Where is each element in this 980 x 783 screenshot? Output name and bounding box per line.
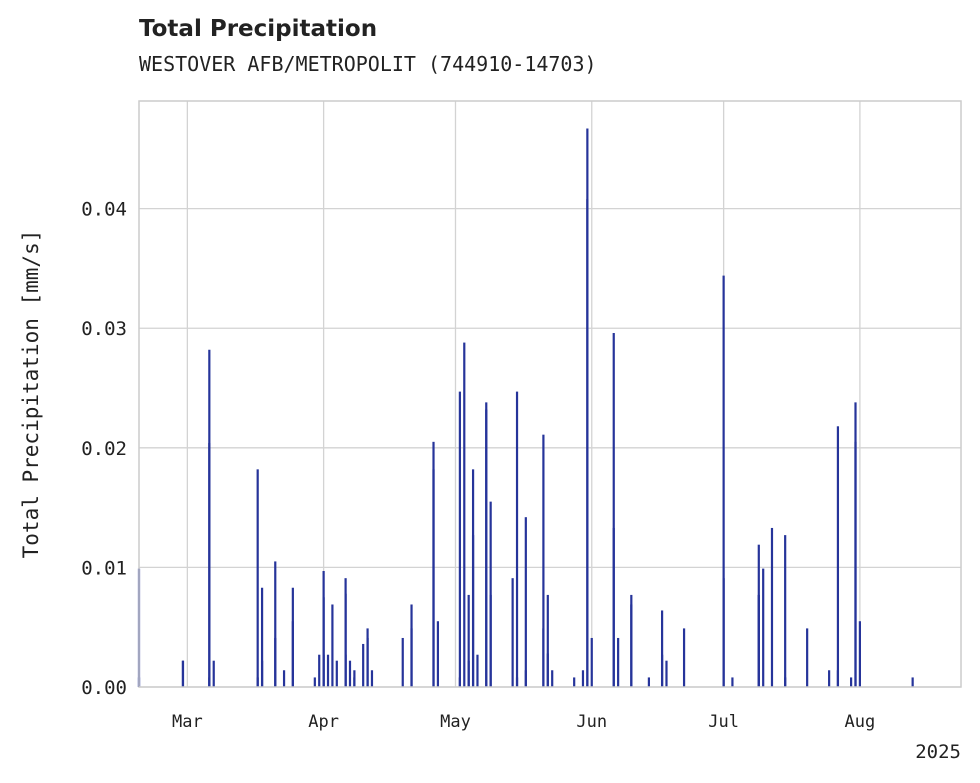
precipitation-bar <box>586 128 589 688</box>
precipitation-bar <box>524 670 527 687</box>
precipitation-bar <box>590 637 593 687</box>
y-tick-label: 0.03 <box>81 318 127 340</box>
precipitation-bar <box>322 570 325 687</box>
x-tick-label: May <box>440 712 471 732</box>
precipitation-bar <box>546 653 549 687</box>
precipitation-bar <box>362 643 365 687</box>
precipitation-bar <box>770 527 774 687</box>
precipitation-bar <box>682 628 686 687</box>
precipitation-bar <box>784 677 787 687</box>
precipitation-bar <box>515 677 519 687</box>
precipitation-bar <box>573 677 576 687</box>
precipitation-bar <box>828 670 831 687</box>
precipitation-bar <box>313 677 316 687</box>
precipitation-bar <box>854 441 857 687</box>
precipitation-bar <box>208 349 211 687</box>
precipitation-bar <box>436 621 440 687</box>
precipitation-bar <box>612 527 615 687</box>
precipitation-bar <box>366 628 369 687</box>
x-tick-label: Apr <box>308 712 339 732</box>
precipitation-bars <box>137 128 914 688</box>
precipitation-bar <box>274 637 277 687</box>
precipitation-bar <box>344 593 347 687</box>
precipitation-bar <box>722 275 725 687</box>
precipitation-bar <box>784 535 787 687</box>
precipitation-bar <box>647 677 651 687</box>
precipitation-bar <box>731 677 734 687</box>
x-tick-label: Jun <box>576 712 607 732</box>
precipitation-bar <box>762 568 765 687</box>
x-axis-ticks: Mar Apr May Jun Jul Aug <box>172 712 875 732</box>
y-tick-label: 0.02 <box>81 438 127 460</box>
precipitation-bar <box>485 409 488 687</box>
precipitation-bar <box>291 621 294 687</box>
precipitation-bar <box>581 670 585 687</box>
precipitation-bar <box>911 677 914 687</box>
precipitation-bar <box>353 677 356 687</box>
precipitation-bar <box>850 677 853 687</box>
precipitation-bar <box>331 604 334 687</box>
precipitation-bar <box>181 660 185 687</box>
precipitation-bar <box>617 637 620 687</box>
precipitation-bar <box>489 501 492 687</box>
precipitation-bar <box>630 604 633 687</box>
y-tick-label: 0.04 <box>81 199 127 221</box>
chart-subtitle: WESTOVER AFB/METROPOLIT (744910-14703) <box>139 52 597 76</box>
precipitation-bar <box>489 594 492 687</box>
plot-frame <box>138 100 962 688</box>
precipitation-bar <box>515 391 519 687</box>
year-label: 2025 <box>915 741 961 763</box>
precipitation-bar <box>274 561 277 687</box>
precipitation-bar <box>612 333 615 687</box>
y-axis-ticks: 0.00 0.01 0.02 0.03 0.04 <box>81 199 127 699</box>
precipitation-bar <box>212 660 215 687</box>
precipitation-bar <box>370 670 374 687</box>
precipitation-bar <box>524 517 527 687</box>
precipitation-bar <box>542 434 545 687</box>
precipitation-bar <box>511 578 514 687</box>
precipitation-bar <box>836 426 840 687</box>
precipitation-bar <box>836 670 840 687</box>
precipitation-bar <box>260 587 264 687</box>
precipitation-bar <box>665 660 668 687</box>
precipitation-bar <box>551 670 554 687</box>
precipitation-bar <box>282 670 286 687</box>
precipitation-bar <box>318 654 321 687</box>
precipitation-bar <box>476 654 479 687</box>
precipitation-bar <box>410 628 413 687</box>
chart-title: Total Precipitation <box>139 16 378 42</box>
precipitation-bar <box>260 660 264 687</box>
precipitation-bar <box>335 660 338 687</box>
y-axis-label: Total Precipitation [mm/s] <box>19 230 43 559</box>
precipitation-bar <box>467 660 470 687</box>
precipitation-bar <box>757 594 760 687</box>
x-tick-label: Mar <box>172 712 203 732</box>
precipitation-bar <box>326 654 330 687</box>
precipitation-bar <box>401 637 404 687</box>
precipitation-bar <box>432 469 435 687</box>
precipitation-bar <box>344 654 347 687</box>
precipitation-bar <box>348 660 352 687</box>
precipitation-bar <box>458 677 461 687</box>
precipitation-bar <box>858 621 861 687</box>
precipitation-bar <box>806 628 809 687</box>
precipitation-bar <box>463 342 466 687</box>
x-tick-label: Aug <box>845 712 876 732</box>
precipitation-bar <box>467 594 470 687</box>
x-tick-label: Jul <box>708 712 739 732</box>
y-tick-label: 0.00 <box>81 677 127 699</box>
precipitation-bar <box>471 535 475 687</box>
precipitation-bar <box>722 578 725 687</box>
precipitation-bar <box>458 391 461 687</box>
y-tick-label: 0.01 <box>81 557 127 579</box>
precipitation-bar <box>546 594 549 687</box>
precipitation-bar <box>660 610 664 687</box>
precipitation-bar <box>256 469 259 687</box>
